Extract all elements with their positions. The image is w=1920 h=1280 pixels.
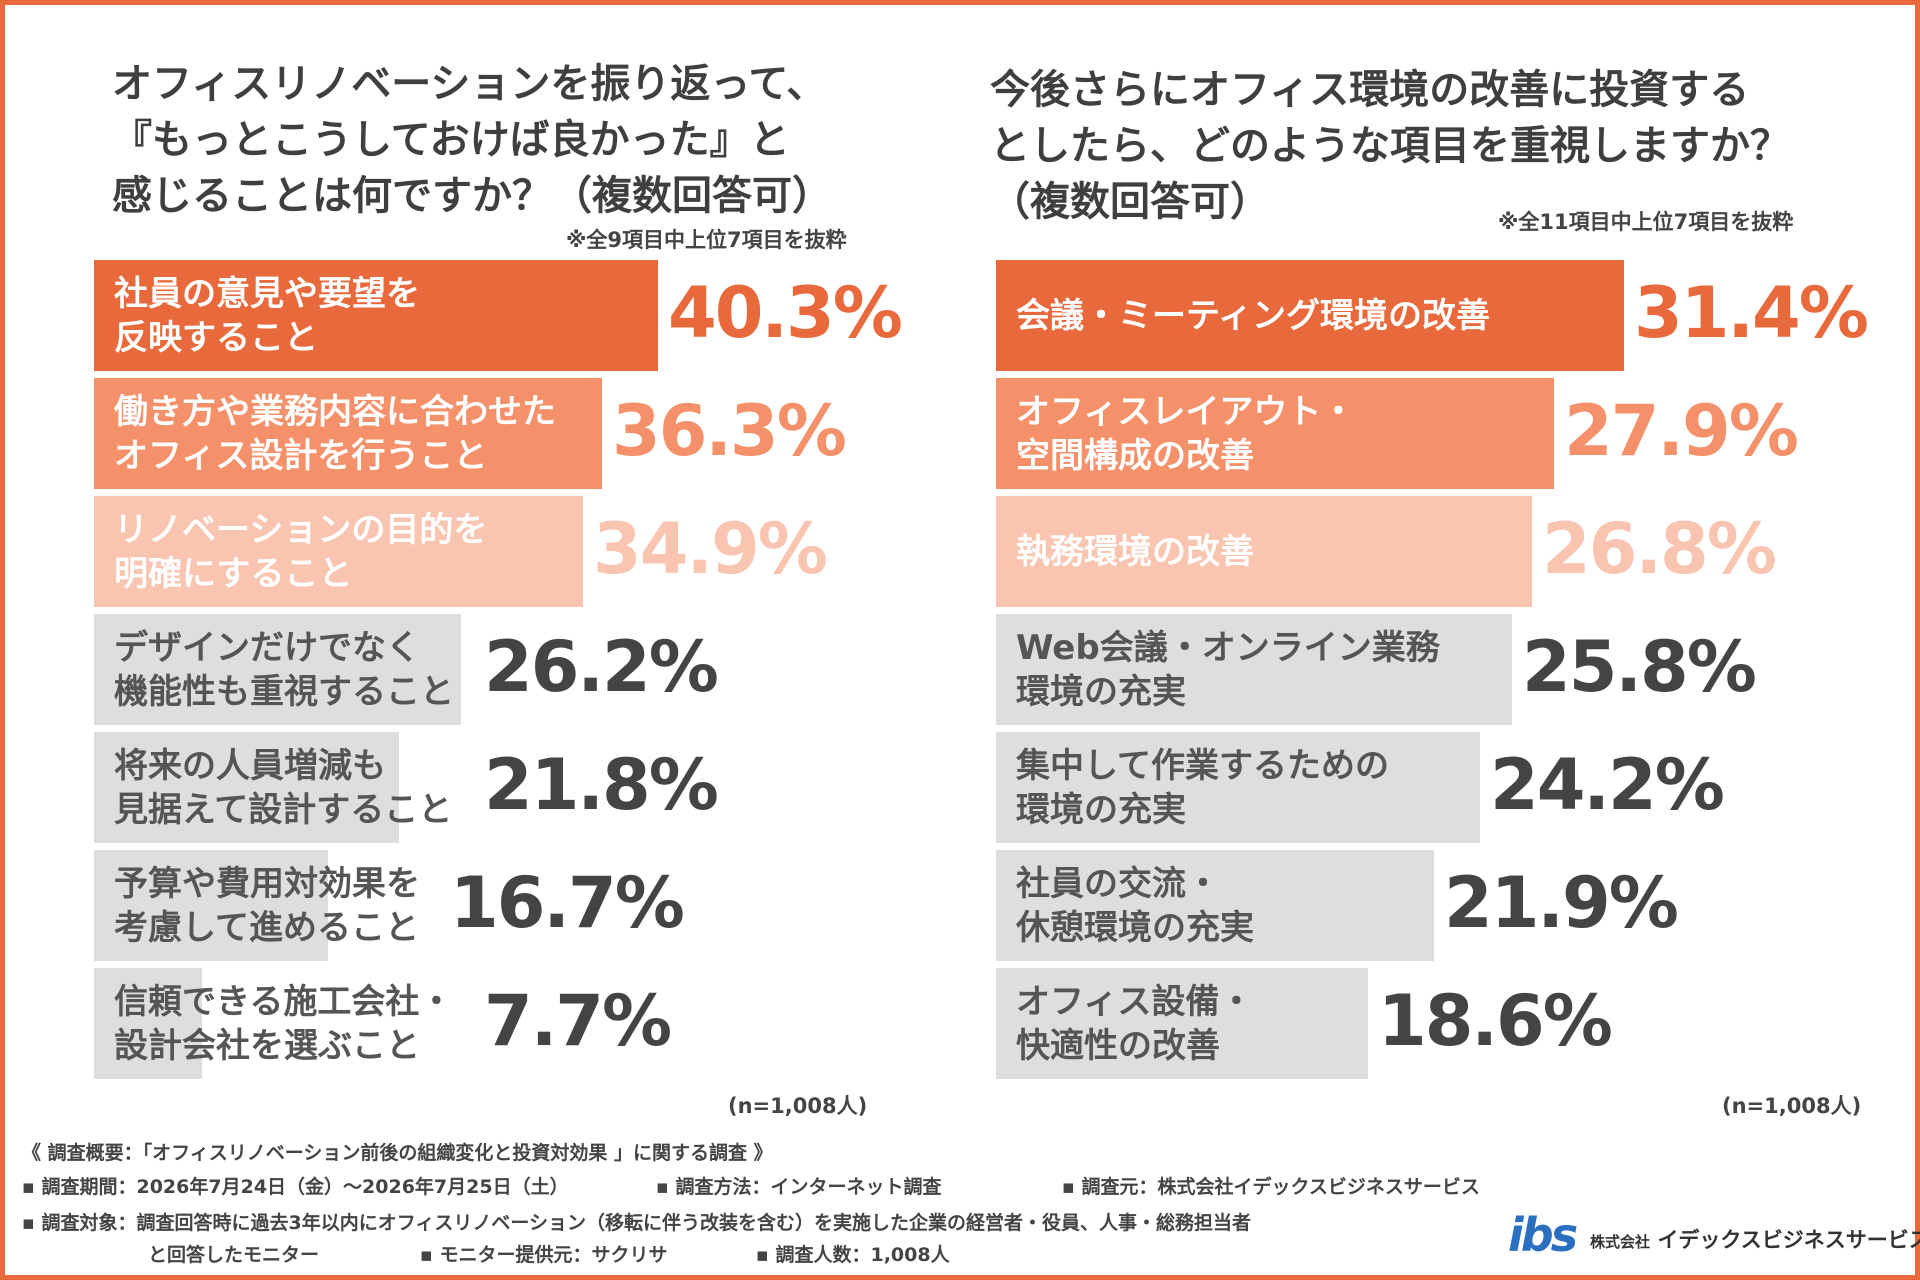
- bar-label-line: 空間構成の改善: [1016, 436, 1254, 476]
- bar-label-line: 設計会社を選ぶこと: [114, 1026, 420, 1066]
- left-question-title: オフィスリノベーションを振り返って、 『もっとこうしておけば良かった』と 感じる…: [112, 56, 832, 224]
- bar: [996, 850, 1434, 961]
- bar-label-line: 環境の充実: [1016, 790, 1186, 830]
- bar-label-line: 会議・ミーティング環境の改善: [1016, 296, 1490, 336]
- bar-value-label: 21.9%: [1444, 862, 1679, 944]
- title-line: 今後さらにオフィス環境の改善に投資する: [990, 67, 1750, 113]
- title-line: （複数回答可）: [990, 179, 1270, 225]
- survey-row-2: ▪ 調査対象：調査回答時に過去3年以内にオフィスリノベーション（移転に伴う改装を…: [22, 1208, 1502, 1236]
- survey-count: ▪ 調査人数：1,008人: [756, 1244, 950, 1266]
- bar-label: 将来の人員増減も 見据えて設計すること: [114, 744, 452, 832]
- bar-label: 社員の意見や要望を 反映すること: [114, 272, 420, 360]
- bar-label-line: 反映すること: [114, 318, 318, 358]
- bar-label: 働き方や業務内容に合わせた オフィス設計を行うこと: [114, 390, 556, 478]
- bar-value-label: 24.2%: [1490, 744, 1725, 826]
- bar-label: オフィス設備・ 快適性の改善: [1016, 980, 1253, 1068]
- bar-label-line: 機能性も重視すること: [114, 672, 454, 712]
- bar: [94, 496, 583, 607]
- bar-value-label: 34.9%: [593, 508, 828, 590]
- company-name: 株式会社 イデックスビジネスサービス: [1590, 1224, 1920, 1254]
- bar-value-label: 36.3%: [612, 390, 847, 472]
- bar: [94, 378, 602, 489]
- bar-label-line: 快適性の改善: [1016, 1026, 1220, 1066]
- bar-label-line: 社員の交流・: [1016, 864, 1220, 904]
- company-prefix: 株式会社: [1590, 1233, 1651, 1251]
- bar-label: 会議・ミーティング環境の改善: [1016, 294, 1490, 338]
- title-line: 『もっとこうしておけば良かった』と: [112, 117, 790, 163]
- bar-label-line: オフィス設計を行うこと: [114, 436, 488, 476]
- bar: [94, 260, 658, 371]
- bar-label-line: 環境の充実: [1016, 672, 1186, 712]
- ibs-logo-icon: ibs: [1508, 1208, 1578, 1262]
- bar-value-label: 26.8%: [1542, 508, 1777, 590]
- survey-target-cont: と回答したモニター: [148, 1244, 320, 1266]
- bar-label-line: 予算や費用対効果を: [114, 864, 420, 904]
- right-question-title: 今後さらにオフィス環境の改善に投資する としたら、どのような項目を重視しますか？…: [990, 62, 1790, 230]
- bar-label: 社員の交流・ 休憩環境の充実: [1016, 862, 1254, 950]
- bar-value-label: 31.4%: [1634, 272, 1869, 354]
- right-sample-size: (n=1,008人): [1722, 1094, 1862, 1118]
- bar-label-line: 見据えて設計すること: [114, 790, 453, 830]
- bar-label-line: 休憩環境の充実: [1016, 908, 1254, 948]
- bar: [996, 968, 1368, 1079]
- bar-value-label: 25.8%: [1522, 626, 1757, 708]
- bar-label-line: Web会議・オンライン業務: [1016, 628, 1440, 668]
- bar-value-label: 26.2%: [484, 626, 719, 708]
- bar: [996, 732, 1480, 843]
- bar-label: オフィスレイアウト・ 空間構成の改善: [1016, 390, 1355, 478]
- bar-label-line: 働き方や業務内容に合わせた: [114, 392, 556, 432]
- survey-provider: ▪ モニター提供元：サクリサ: [420, 1244, 668, 1266]
- bar-value-label: 16.7%: [450, 862, 685, 944]
- bar-label-line: 社員の意見や要望を: [114, 274, 420, 314]
- bar-label: 執務環境の改善: [1016, 530, 1254, 574]
- survey-target: ▪ 調査対象：調査回答時に過去3年以内にオフィスリノベーション（移転に伴う改装を…: [22, 1212, 1251, 1234]
- bar-label: リノベーションの目的を 明確にすること: [114, 508, 487, 596]
- bar-label-line: オフィスレイアウト・: [1016, 392, 1356, 432]
- bar-label-line: 集中して作業するための: [1016, 746, 1389, 786]
- survey-summary-title: 《 調査概要：「オフィスリノベーション前後の組織変化と投資対効果 」に関する調査…: [22, 1138, 1222, 1166]
- bar-label: 信頼できる施工会社・ 設計会社を選ぶこと: [114, 980, 453, 1068]
- bar-label: Web会議・オンライン業務 環境の充実: [1016, 626, 1440, 714]
- left-note: ※全9項目中上位7項目を抜粋: [566, 228, 847, 252]
- bar-label-line: 明確にすること: [114, 554, 353, 594]
- title-line: としたら、どのような項目を重視しますか？: [990, 123, 1790, 169]
- bar-label: 集中して作業するための 環境の充実: [1016, 744, 1389, 832]
- survey-period: ▪ 調査期間：2026年7月24日（金）〜2026年7月25日（土）: [22, 1176, 569, 1198]
- footer-text: 《 調査概要：「オフィスリノベーション前後の組織変化と投資対効果 」に関する調査…: [22, 1142, 773, 1164]
- bar: [94, 850, 328, 961]
- right-note: ※全11項目中上位7項目を抜粋: [1498, 210, 1794, 234]
- bar-label: デザインだけでなく 機能性も重視すること: [114, 626, 454, 714]
- bar-label-line: デザインだけでなく: [114, 628, 420, 668]
- survey-source: ▪ 調査元：株式会社イデックスビジネスサービス: [1062, 1176, 1480, 1198]
- bar: [996, 378, 1554, 489]
- left-sample-size: (n=1,008人): [728, 1094, 868, 1118]
- bar-value-label: 7.7%: [484, 980, 672, 1062]
- survey-row-1: ▪ 調査期間：2026年7月24日（金）〜2026年7月25日（土） ▪ 調査方…: [22, 1172, 1522, 1200]
- bar-label-line: 将来の人員増減も: [114, 746, 386, 786]
- bar-label-line: 信頼できる施工会社・: [114, 982, 454, 1022]
- bar: [996, 260, 1624, 371]
- survey-method: ▪ 調査方法：インターネット調査: [656, 1176, 942, 1198]
- bar: [94, 968, 202, 1079]
- bar-value-label: 21.8%: [484, 744, 719, 826]
- bar-value-label: 18.6%: [1378, 980, 1613, 1062]
- bar: [94, 614, 461, 725]
- bar-label-line: 執務環境の改善: [1016, 532, 1254, 572]
- bar-value-label: 40.3%: [668, 272, 903, 354]
- bar-label-line: 考慮して進めること: [114, 908, 419, 948]
- bar-label-line: オフィス設備・: [1016, 982, 1254, 1022]
- survey-row-3: と回答したモニター ▪ モニター提供元：サクリサ ▪ 調査人数：1,008人: [22, 1240, 1222, 1268]
- title-line: 感じることは何ですか？（複数回答可）: [112, 173, 832, 219]
- bar-value-label: 27.9%: [1564, 390, 1799, 472]
- company-name-main: イデックスビジネスサービス: [1657, 1228, 1920, 1252]
- bar: [996, 614, 1512, 725]
- bar: [996, 496, 1532, 607]
- bar-label: 予算や費用対効果を 考慮して進めること: [114, 862, 420, 950]
- bar-label-line: リノベーションの目的を: [114, 510, 488, 550]
- bar: [94, 732, 399, 843]
- title-line: オフィスリノベーションを振り返って、: [112, 61, 827, 107]
